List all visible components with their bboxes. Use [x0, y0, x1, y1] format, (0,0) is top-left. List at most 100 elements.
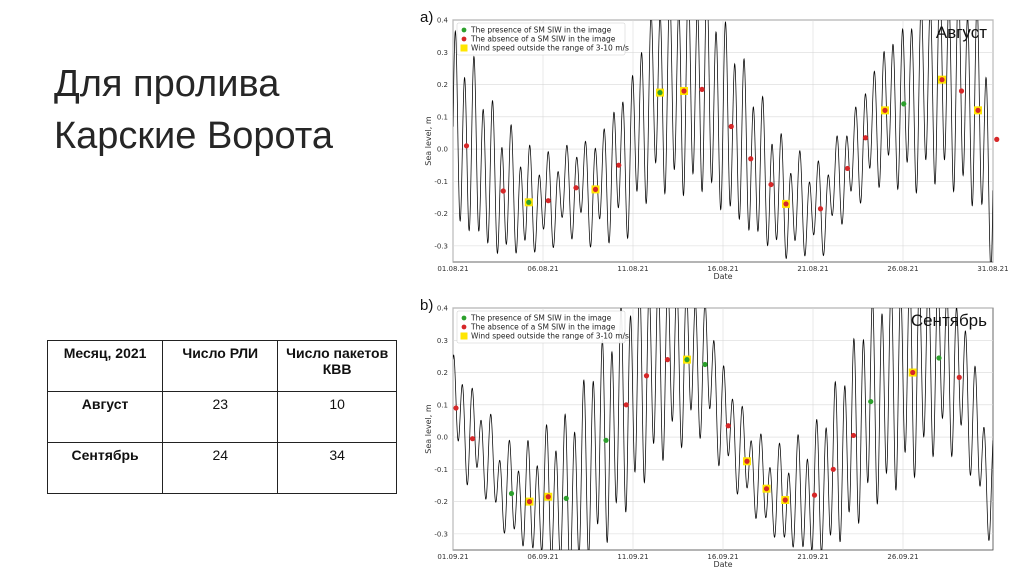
y-tick-label: -0.2: [434, 498, 448, 506]
x-tick-label: 16.08.21: [707, 265, 738, 273]
data-point-absent: [681, 88, 687, 94]
y-tick-label: 0.1: [437, 113, 448, 121]
table-cell-month: Сентябрь: [46, 442, 164, 494]
y-axis-label: Sea level, m: [424, 116, 433, 166]
x-tick-label: 21.08.21: [797, 265, 828, 273]
legend-marker-absent: [461, 324, 467, 330]
data-point-absent: [725, 423, 731, 429]
x-tick-label: 16.09.21: [707, 553, 738, 561]
y-tick-label: 0.3: [437, 49, 448, 57]
y-tick-label: 0.3: [437, 337, 448, 345]
x-tick-label: 11.08.21: [617, 265, 648, 273]
data-point-present: [936, 355, 942, 361]
y-tick-label: 0.4: [437, 17, 449, 25]
data-point-present: [868, 398, 874, 405]
table-header-row: Месяц, 2021 Число РЛИ Число пакетов КВВ: [46, 340, 397, 392]
data-point-absent: [744, 458, 750, 464]
slide-title-line-2: Карские Ворота: [54, 115, 333, 157]
panel-b-letter: b): [420, 297, 434, 314]
legend-entry: Wind speed outside the range of 3-10 m/s: [471, 332, 629, 341]
x-tick-label: 01.08.21: [437, 265, 468, 273]
data-point-absent: [830, 466, 836, 472]
data-point-absent: [975, 107, 981, 113]
y-tick-label: 0.1: [437, 401, 448, 409]
legend-marker-present: [461, 27, 467, 33]
x-tick-label: 31.08.21: [977, 265, 1008, 273]
data-point-absent: [545, 494, 551, 500]
data-point-absent: [664, 357, 671, 363]
data-point-present: [901, 101, 907, 107]
panel-a-letter: a): [420, 9, 434, 26]
y-tick-label: 0.2: [437, 369, 448, 377]
data-point-absent: [811, 492, 818, 498]
slide-title: Для пролива Карские Ворота: [54, 58, 414, 162]
x-axis-label: Date: [713, 560, 732, 569]
data-point-absent: [782, 497, 788, 503]
data-point-absent: [783, 201, 789, 207]
legend-marker-wind: [460, 44, 468, 52]
table-cell-packets: 10: [277, 391, 397, 443]
x-tick-label: 06.09.21: [527, 553, 558, 561]
legend-marker-present: [461, 315, 467, 321]
table-header-month: Месяц, 2021: [46, 340, 164, 392]
table-cell-month: Август: [46, 391, 164, 443]
month-label: Сентябрь: [911, 311, 987, 330]
legend-entry: The absence of a SM SIW in the image: [470, 323, 616, 332]
x-tick-label: 26.08.21: [887, 265, 918, 273]
chart-september: -0.3 -0.2 -0.1 0.0 0.1 0.2 0.3 0.4 01.09.21 06.09…: [424, 305, 994, 569]
table-cell-packets: 34: [277, 442, 397, 494]
data-point-absent: [994, 136, 1000, 142]
y-tick-label: 0.2: [437, 81, 448, 89]
legend-entry: Wind speed outside the range of 3-10 m/s: [471, 44, 629, 53]
data-point-absent: [643, 373, 650, 379]
data-point-absent: [623, 402, 629, 408]
data-point-absent: [958, 88, 965, 94]
data-point-present: [526, 199, 532, 205]
y-tick-label: -0.3: [434, 530, 448, 538]
x-tick-label: 06.08.21: [527, 265, 558, 273]
data-point-absent: [545, 198, 551, 204]
data-point-absent: [748, 156, 754, 162]
table-header-packets: Число пакетов КВВ: [277, 340, 397, 392]
y-tick-label: 0.0: [437, 434, 448, 442]
y-tick-label: 0.4: [437, 305, 449, 313]
y-tick-label: -0.3: [434, 242, 448, 250]
data-point-absent: [882, 107, 888, 113]
x-axis-label: Date: [713, 272, 732, 281]
y-tick-label: 0.0: [437, 146, 448, 154]
x-tick-label: 11.09.21: [617, 553, 648, 561]
data-point-absent: [956, 374, 962, 380]
sea-level-series-line: [453, 308, 993, 550]
legend-entry: The presence of SM SIW in the image: [470, 314, 612, 323]
summary-table: Месяц, 2021 Число РЛИ Число пакетов КВВ …: [46, 340, 397, 494]
data-point-absent: [453, 405, 459, 411]
table-row: Сентябрь 24 34: [46, 442, 397, 494]
legend-box: [456, 310, 626, 344]
slide-title-line-1: Для пролива: [54, 63, 280, 105]
month-label: Август: [936, 23, 987, 42]
legend-entry: The presence of SM SIW in the image: [470, 26, 612, 35]
y-tick-label: -0.1: [434, 466, 448, 474]
legend-marker-absent: [461, 36, 467, 42]
chart-august: -0.3 -0.2 -0.1 0.0 0.1 0.2 0.3 0.4 01.08.21 06.08…: [424, 17, 1009, 282]
data-point-absent: [469, 436, 476, 442]
legend-box: [456, 22, 626, 56]
data-point-present: [657, 90, 663, 96]
x-tick-label: 26.09.21: [887, 553, 918, 561]
y-tick-label: -0.2: [434, 210, 448, 218]
data-point-present: [603, 437, 609, 443]
data-point-absent: [763, 486, 770, 492]
legend-marker-wind: [460, 332, 468, 340]
data-point-absent: [844, 165, 851, 172]
y-tick-label: -0.1: [434, 178, 448, 186]
data-point-present: [508, 490, 515, 497]
data-point-absent: [728, 123, 734, 130]
data-point-absent: [616, 162, 622, 168]
data-point-absent: [850, 432, 857, 439]
y-axis-label: Sea level, m: [424, 404, 433, 454]
data-point-absent: [500, 188, 506, 194]
data-point-absent: [768, 181, 774, 188]
data-point-absent: [573, 185, 579, 191]
x-tick-label: 01.09.21: [437, 553, 468, 561]
data-point-absent: [463, 143, 470, 149]
